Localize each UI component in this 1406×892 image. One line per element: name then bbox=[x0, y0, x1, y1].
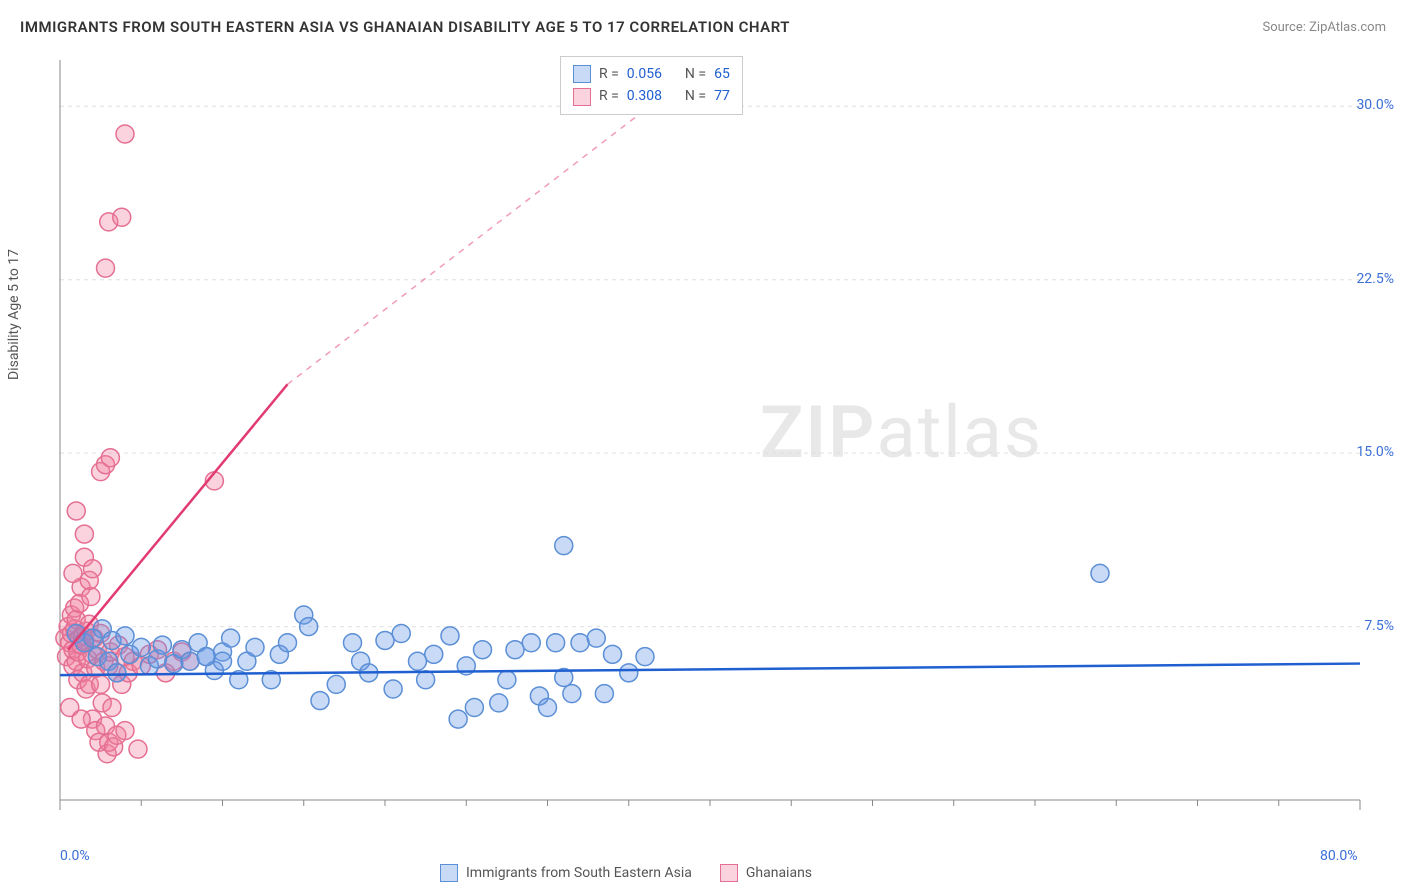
n-value-immigrants: 65 bbox=[714, 63, 730, 85]
series-legend: Immigrants from South Eastern Asia Ghana… bbox=[440, 864, 812, 882]
n-label: N = bbox=[685, 85, 706, 107]
swatch-ghanaians bbox=[573, 88, 591, 106]
y-tick-label: 7.5% bbox=[1364, 618, 1394, 634]
correlation-legend: R = 0.056 N = 65 R = 0.308 N = 77 bbox=[560, 56, 743, 115]
n-value-ghanaians: 77 bbox=[714, 85, 730, 107]
y-tick-label: 22.5% bbox=[1356, 271, 1394, 287]
y-tick-label: 30.0% bbox=[1356, 97, 1394, 113]
r-label: R = bbox=[599, 63, 619, 85]
y-tick-label: 15.0% bbox=[1356, 444, 1394, 460]
swatch-immigrants bbox=[573, 65, 591, 83]
r-label: R = bbox=[599, 85, 619, 107]
chart-title: IMMIGRANTS FROM SOUTH EASTERN ASIA VS GH… bbox=[20, 18, 790, 36]
legend-label-immigrants: Immigrants from South Eastern Asia bbox=[466, 865, 692, 881]
y-axis-label: Disability Age 5 to 17 bbox=[6, 249, 22, 380]
source-attribution: Source: ZipAtlas.com bbox=[1262, 20, 1386, 35]
x-tick-label: 80.0% bbox=[1320, 848, 1358, 864]
scatter-chart bbox=[50, 50, 1386, 840]
legend-item-ghanaians: Ghanaians bbox=[720, 864, 812, 882]
plot-area bbox=[50, 50, 1386, 840]
x-tick-label: 0.0% bbox=[60, 848, 90, 864]
swatch-immigrants-bottom bbox=[440, 864, 458, 882]
swatch-ghanaians-bottom bbox=[720, 864, 738, 882]
legend-label-ghanaians: Ghanaians bbox=[746, 865, 812, 881]
r-value-immigrants: 0.056 bbox=[627, 63, 662, 85]
legend-row-ghanaians: R = 0.308 N = 77 bbox=[573, 85, 730, 107]
r-value-ghanaians: 0.308 bbox=[627, 85, 662, 107]
legend-item-immigrants: Immigrants from South Eastern Asia bbox=[440, 864, 692, 882]
n-label: N = bbox=[685, 63, 706, 85]
legend-row-immigrants: R = 0.056 N = 65 bbox=[573, 63, 730, 85]
